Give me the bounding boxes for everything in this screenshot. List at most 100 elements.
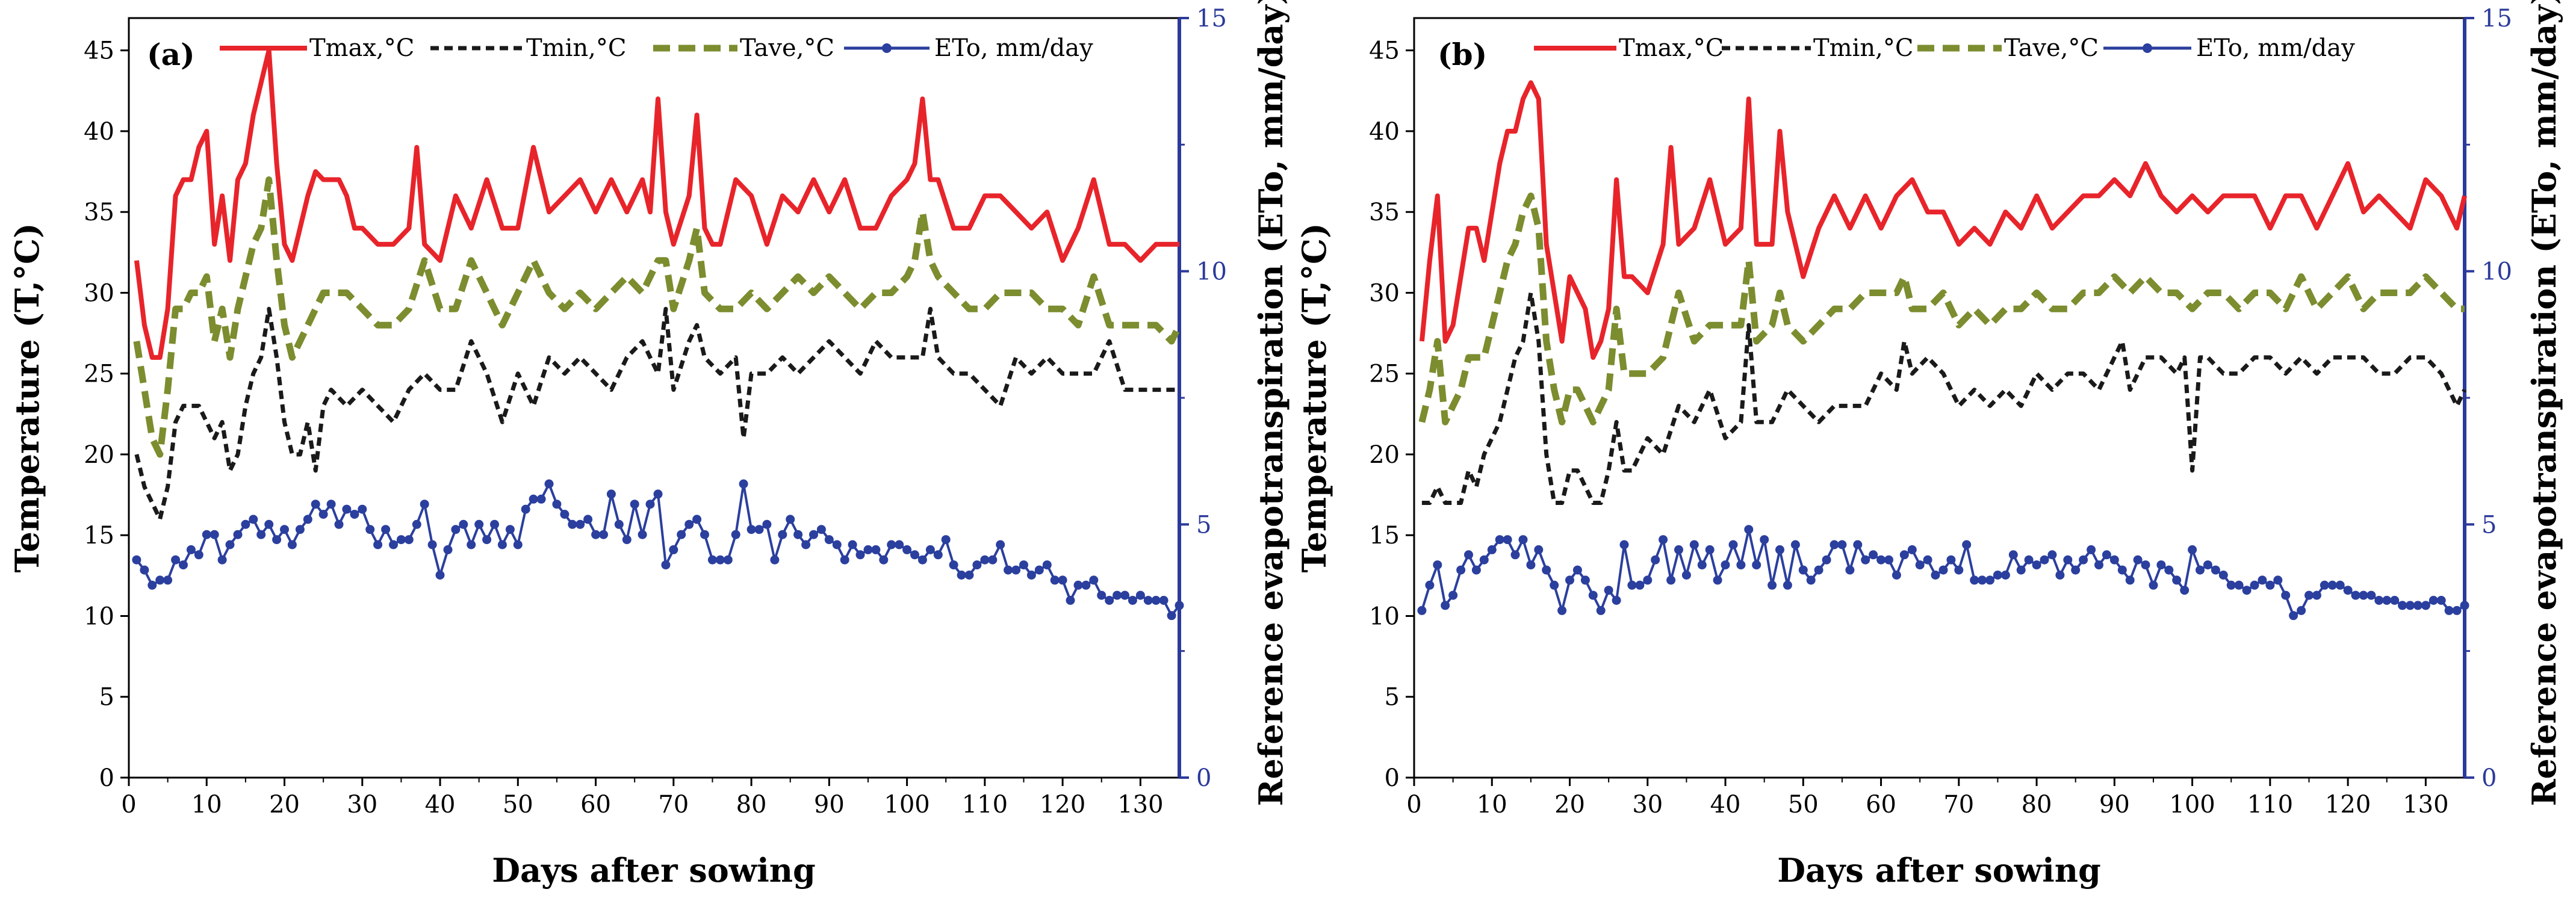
eto-point xyxy=(1697,560,1707,570)
eto-point xyxy=(1026,571,1036,580)
eto-point xyxy=(2265,580,2275,590)
eto-point xyxy=(2289,611,2298,621)
eto-point xyxy=(272,535,282,545)
eto-point xyxy=(1550,580,1559,590)
eto-point xyxy=(887,540,896,550)
eto-point xyxy=(389,540,398,550)
y-tick-label: 45 xyxy=(84,37,114,65)
eto-point xyxy=(1456,565,1466,575)
eto-point xyxy=(1666,575,1676,585)
ticks-a: 0 10 20 30 40 50 60 70 80 90 100 110 120 130051015202… xyxy=(84,5,1227,819)
eto-point xyxy=(910,550,919,560)
legend-marker-eto-b xyxy=(2143,43,2152,53)
eto-point xyxy=(209,530,219,539)
eto-point xyxy=(1721,560,1730,570)
eto-point xyxy=(941,535,951,545)
eto-point xyxy=(280,525,289,534)
x-tick-label: 80 xyxy=(2022,791,2052,819)
x-tick-label: 30 xyxy=(347,791,377,819)
eto-point xyxy=(404,535,414,545)
eto-point xyxy=(2211,565,2220,575)
eto-point xyxy=(1495,535,1504,545)
eto-point xyxy=(925,545,935,554)
eto-point xyxy=(202,530,211,539)
eto-point xyxy=(2297,605,2306,615)
eto-point xyxy=(1659,535,1668,545)
eto-point xyxy=(980,555,990,565)
eto-point xyxy=(1768,580,1777,590)
eto-point xyxy=(2040,555,2049,565)
x-tick-label: 110 xyxy=(2247,791,2293,819)
series-line-tmax-b xyxy=(1419,80,2467,360)
x-tick-label: 20 xyxy=(1554,791,1585,819)
eto-point xyxy=(1970,575,1979,585)
eto-point xyxy=(677,530,686,539)
x-tick-label: 100 xyxy=(2169,791,2215,819)
eto-point xyxy=(326,500,336,509)
eto-point xyxy=(972,560,982,570)
legend-b: Tmax,°C Tmin,°C Tave,°C ETo, mm/day xyxy=(1534,34,2355,62)
legend-label-tave-b: Tave,°C xyxy=(2004,34,2099,62)
eto-point xyxy=(2102,550,2111,560)
eto-point xyxy=(770,555,780,565)
eto-point xyxy=(2312,590,2321,600)
eto-point xyxy=(1845,565,1855,575)
eto-point xyxy=(1503,535,1512,545)
eto-point xyxy=(2000,571,2010,580)
eto-point xyxy=(179,560,188,570)
x-tick-label: 130 xyxy=(2403,791,2448,819)
eto-point xyxy=(513,540,523,550)
eto-point xyxy=(1635,580,1645,590)
eto-point xyxy=(746,525,756,534)
eto-point xyxy=(1151,596,1161,605)
eto-point xyxy=(723,555,733,565)
eto-point xyxy=(264,519,274,529)
y-tick-label: 45 xyxy=(1369,37,1400,65)
x-tick-label: 60 xyxy=(1866,791,1896,819)
panel-label-b: (b) xyxy=(1438,37,1487,72)
eto-point xyxy=(1557,605,1567,615)
eto-point xyxy=(583,515,593,524)
y-tick-label: 0 xyxy=(1385,764,1400,792)
eto-point xyxy=(1433,560,1442,570)
y2-tick-label: 5 xyxy=(1196,511,1211,539)
eto-point xyxy=(2242,586,2252,595)
eto-point xyxy=(2117,565,2127,575)
eto-point xyxy=(1159,596,1169,605)
eto-point xyxy=(163,575,173,585)
eto-point xyxy=(1089,575,1099,585)
eto-point xyxy=(1954,565,1964,575)
x-tick-label: 50 xyxy=(503,791,533,819)
eto-point xyxy=(2335,580,2345,590)
panel-label-a: (a) xyxy=(147,37,195,72)
eto-point xyxy=(1938,565,1948,575)
eto-point xyxy=(2047,550,2057,560)
eto-point xyxy=(420,500,429,509)
eto-point xyxy=(917,555,927,565)
series-line-eto-a xyxy=(135,483,1181,617)
series-line-tave-a xyxy=(133,176,1182,458)
eto-point xyxy=(2188,545,2197,554)
x-tick-label: 10 xyxy=(191,791,222,819)
x-tick-label: 120 xyxy=(1040,791,1085,819)
x-tick-label: 50 xyxy=(1788,791,1819,819)
y-tick-label: 30 xyxy=(84,279,114,307)
eto-point xyxy=(1135,590,1145,600)
eto-point xyxy=(2024,555,2034,565)
eto-point xyxy=(661,560,671,570)
eto-point xyxy=(1417,605,1427,615)
eto-point xyxy=(412,519,421,529)
eto-point xyxy=(1619,540,1629,550)
eto-point xyxy=(459,519,468,529)
y-tick-label: 10 xyxy=(1369,602,1400,630)
eto-point xyxy=(1050,575,1060,585)
x-tick-label: 60 xyxy=(580,791,611,819)
y2-axis-title-b: Reference evapotranspiration (ETo, mm/da… xyxy=(2525,0,2563,806)
y2-tick-label: 15 xyxy=(2481,5,2512,33)
eto-point xyxy=(1884,555,1893,565)
eto-point xyxy=(949,560,958,570)
eto-point xyxy=(334,519,344,529)
eto-point xyxy=(2234,580,2244,590)
eto-point xyxy=(256,530,266,539)
eto-point xyxy=(1736,560,1746,570)
